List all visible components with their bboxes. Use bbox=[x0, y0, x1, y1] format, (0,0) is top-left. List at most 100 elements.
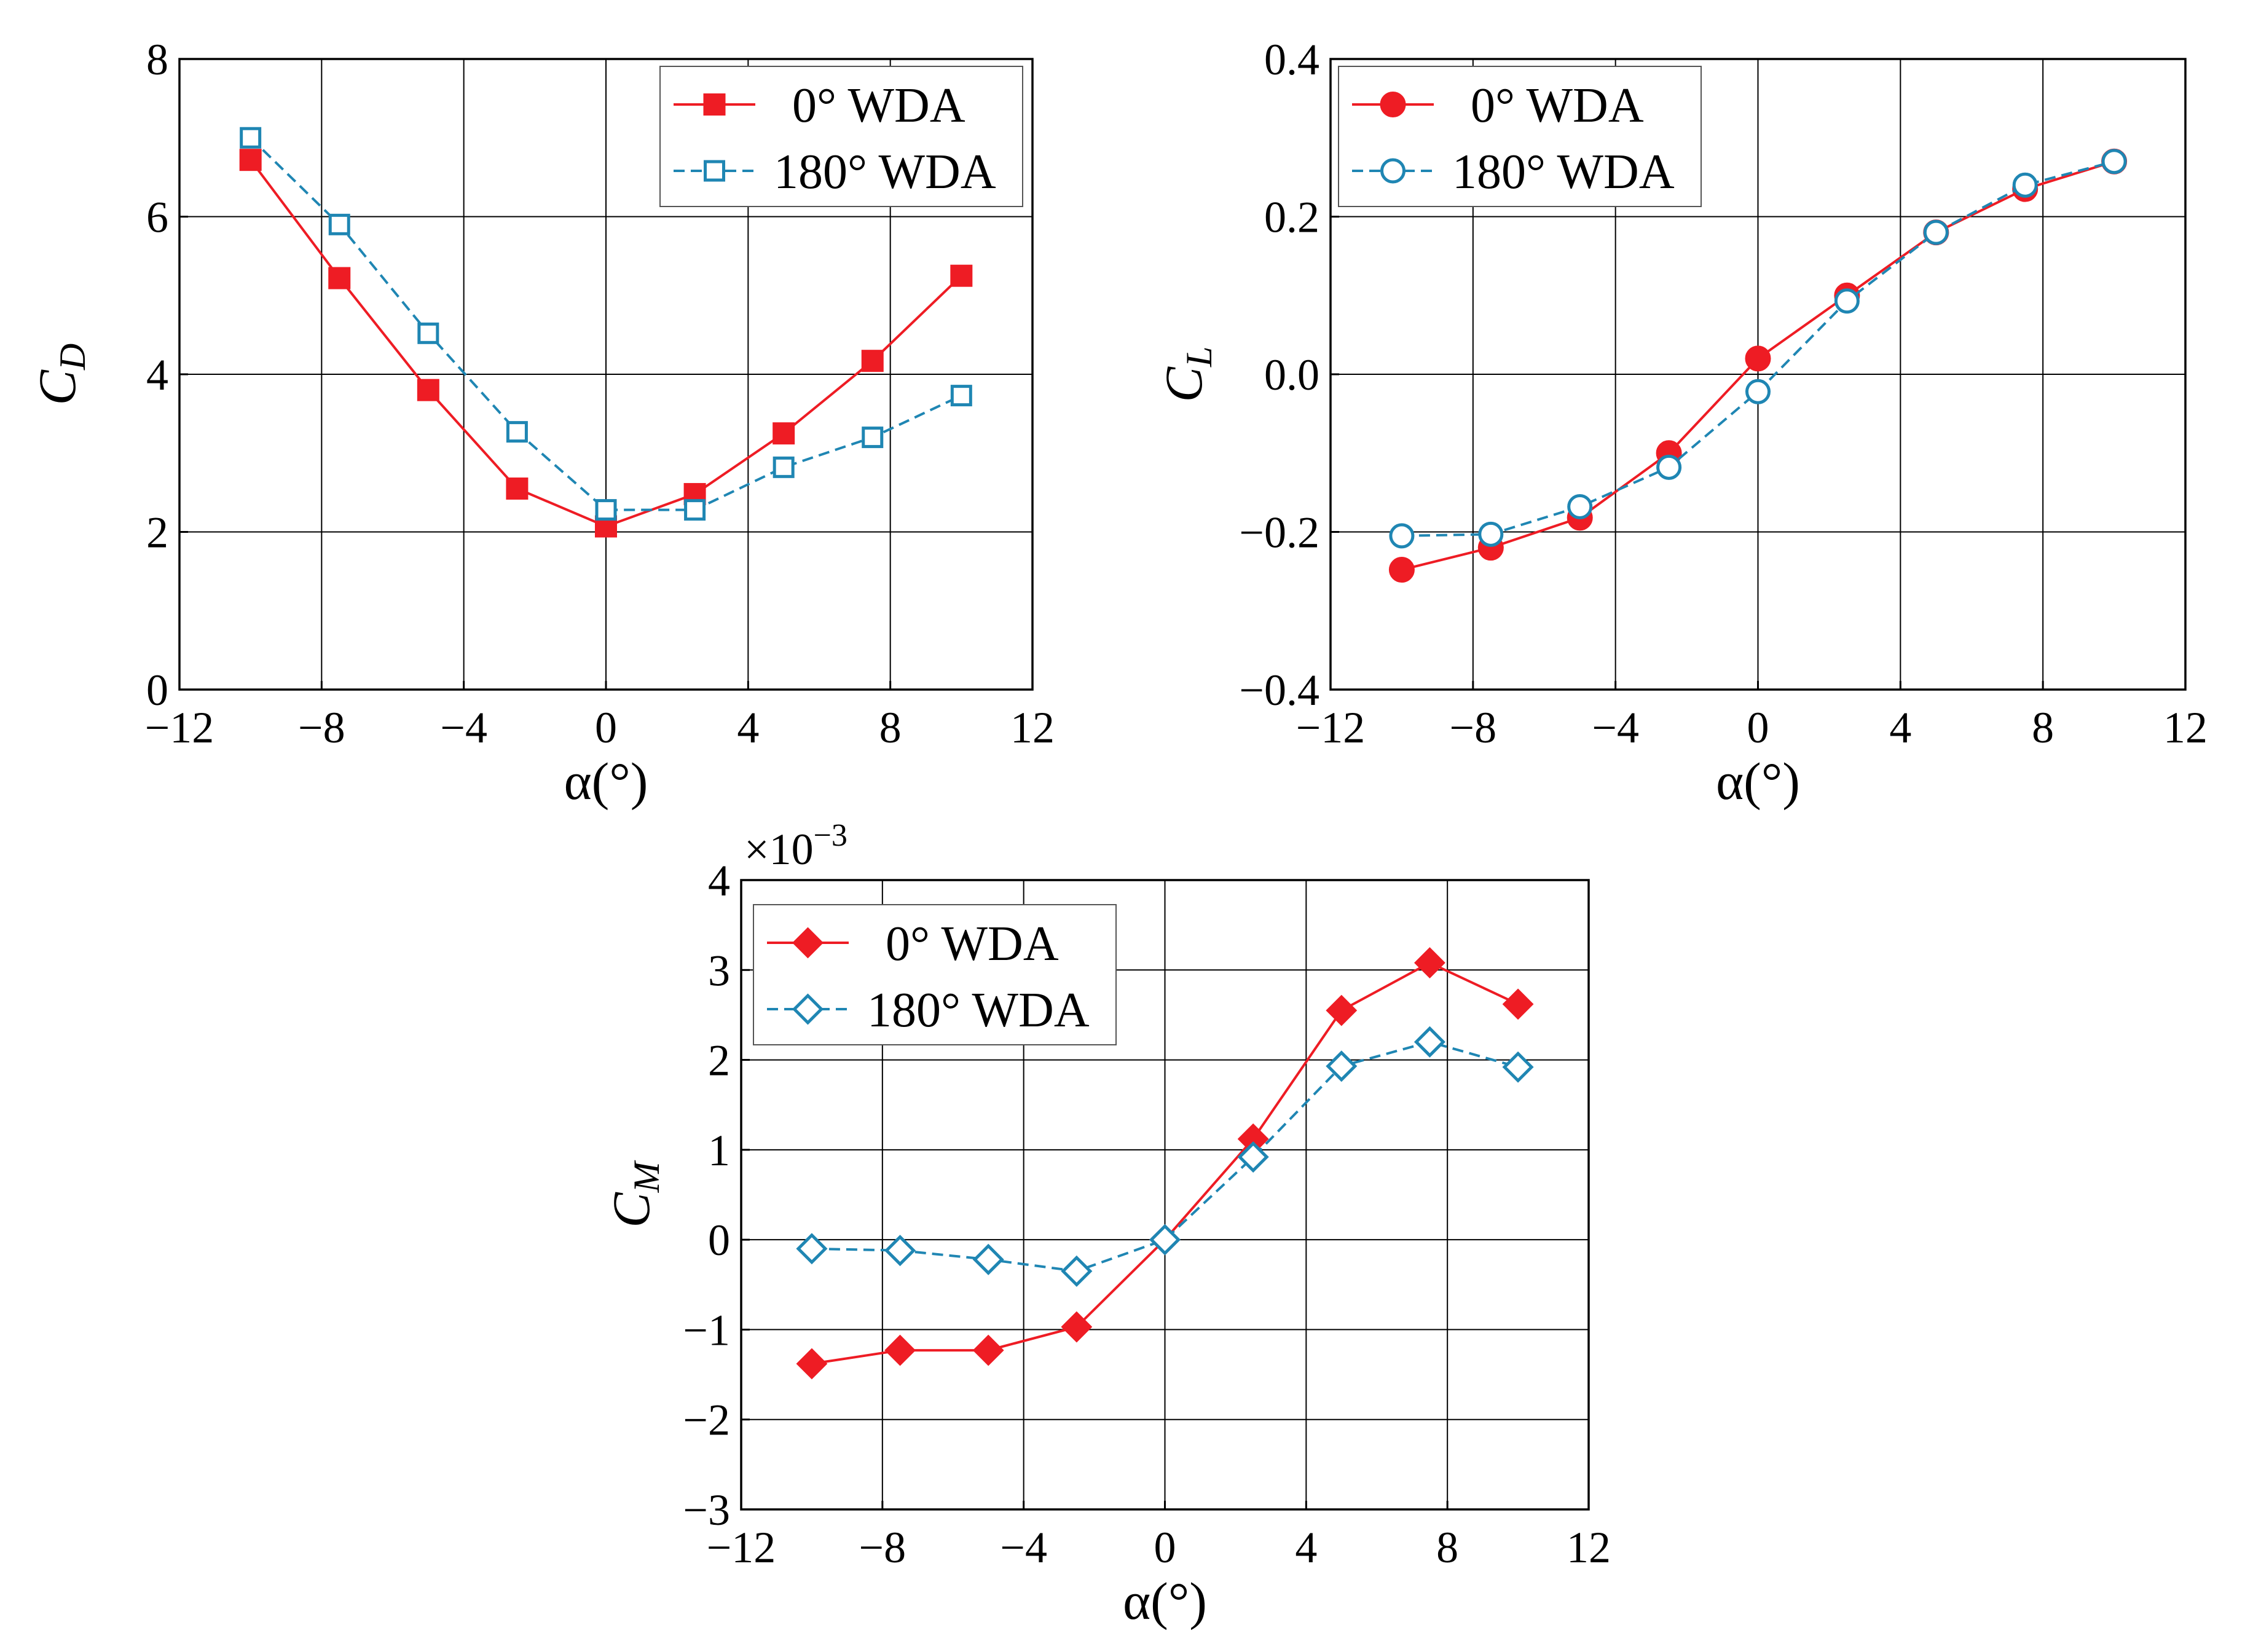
data-point bbox=[328, 267, 351, 289]
series-oneeighty-wda bbox=[1389, 149, 2127, 549]
y-tick-label: −2 bbox=[683, 1396, 730, 1445]
x-tick-label: 12 bbox=[1567, 1523, 1611, 1572]
series-oneeighty-wda bbox=[796, 1026, 1534, 1287]
x-tick-label: 0 bbox=[1154, 1523, 1176, 1572]
y-axis-label-main: C bbox=[1154, 366, 1213, 402]
data-point bbox=[684, 499, 706, 521]
data-point bbox=[972, 1334, 1004, 1366]
x-tick-label: −12 bbox=[145, 703, 214, 752]
x-tick-label: −12 bbox=[707, 1523, 776, 1572]
data-point bbox=[1414, 947, 1445, 978]
y-axis-label-main: C bbox=[28, 369, 87, 405]
data-point bbox=[417, 322, 439, 344]
y-tick-label: 4 bbox=[708, 856, 730, 905]
y-tick-label: 8 bbox=[146, 35, 168, 84]
data-point bbox=[1061, 1311, 1093, 1343]
series-oneeighty-wda bbox=[240, 127, 972, 521]
legend-label: 0° WDA bbox=[792, 79, 965, 133]
x-tick-label: −4 bbox=[1000, 1523, 1047, 1572]
legend-marker bbox=[704, 160, 725, 182]
legend-box bbox=[659, 66, 1023, 207]
x-tick-label: −8 bbox=[1450, 703, 1497, 752]
data-point bbox=[1745, 345, 1771, 372]
data-point bbox=[595, 499, 617, 521]
y-axis-label: CL bbox=[1154, 347, 1219, 403]
legend-label: 0° WDA bbox=[1471, 79, 1644, 133]
data-point bbox=[240, 127, 262, 149]
data-point bbox=[972, 1243, 1004, 1275]
data-point bbox=[861, 350, 884, 372]
chart-cd: −12 −8 −4 0 4 8 12 0 2 4 6 8 α(°) CD 0° WDA 180° WDA bbox=[28, 35, 1055, 811]
x-tick-label: 8 bbox=[2032, 703, 2054, 752]
x-tick-label: 8 bbox=[1436, 1523, 1458, 1572]
data-point bbox=[1834, 288, 1860, 314]
y-tick-label: −3 bbox=[683, 1485, 730, 1535]
y-axis-label-main: C bbox=[602, 1192, 661, 1228]
x-tick-label: 4 bbox=[1295, 1523, 1317, 1572]
y-axis-label-sub: M bbox=[626, 1160, 667, 1193]
legend-marker bbox=[1380, 158, 1406, 184]
scale-label: ×10−3 bbox=[744, 818, 847, 874]
y-axis-label: CD bbox=[28, 344, 93, 406]
chart-cl: −12 −8 −4 0 4 8 12 −0.4 −0.2 0.0 0.2 0.4 α(°) CL 0° WD… bbox=[1154, 35, 2208, 811]
legend-marker bbox=[1380, 92, 1406, 117]
x-tick-label: 12 bbox=[1010, 703, 1055, 752]
data-point bbox=[417, 379, 439, 401]
data-point bbox=[796, 1233, 828, 1265]
legend-label: 180° WDA bbox=[774, 145, 996, 199]
x-axis-label: α(°) bbox=[564, 752, 648, 811]
y-tick-label: 2 bbox=[708, 1036, 730, 1085]
legend-label: 0° WDA bbox=[886, 917, 1059, 971]
data-point bbox=[862, 427, 884, 449]
data-point bbox=[950, 385, 972, 407]
data-point bbox=[1237, 1141, 1269, 1173]
x-tick-label: −8 bbox=[859, 1523, 906, 1572]
data-point bbox=[1502, 988, 1534, 1020]
y-tick-label: 4 bbox=[146, 350, 168, 399]
data-point bbox=[506, 477, 529, 500]
legend-marker bbox=[792, 927, 824, 959]
data-point bbox=[2101, 149, 2127, 175]
x-tick-label: 8 bbox=[879, 703, 902, 752]
data-point bbox=[773, 422, 795, 445]
data-point bbox=[1745, 379, 1771, 404]
x-tick-label: −4 bbox=[1592, 703, 1639, 752]
x-tick-label: −4 bbox=[440, 703, 487, 752]
x-axis-label: α(°) bbox=[1123, 1571, 1207, 1630]
y-tick-label: 3 bbox=[708, 946, 730, 995]
data-point bbox=[1478, 521, 1504, 547]
data-point bbox=[1567, 494, 1593, 519]
data-point bbox=[1149, 1224, 1181, 1256]
y-axis-label: CM bbox=[602, 1160, 667, 1227]
data-point bbox=[1326, 1050, 1358, 1082]
x-tick-label: −8 bbox=[298, 703, 345, 752]
y-tick-label: 0.4 bbox=[1264, 35, 1319, 84]
legend: 0° WDA 180° WDA bbox=[659, 66, 1023, 207]
data-point bbox=[1923, 219, 1949, 245]
scale-label-base: ×10 bbox=[744, 825, 814, 874]
data-point bbox=[1326, 994, 1358, 1026]
data-point bbox=[796, 1348, 828, 1380]
data-point bbox=[328, 213, 350, 235]
data-point bbox=[1414, 1026, 1445, 1058]
data-point bbox=[950, 264, 973, 287]
series-zero-wda bbox=[796, 947, 1534, 1380]
x-tick-label: 0 bbox=[595, 703, 617, 752]
series-line bbox=[250, 136, 962, 511]
y-tick-label: 0.0 bbox=[1264, 350, 1319, 399]
data-point bbox=[1389, 523, 1415, 549]
data-point bbox=[1061, 1255, 1093, 1287]
y-tick-label: 1 bbox=[708, 1126, 730, 1175]
y-tick-label: 0 bbox=[146, 666, 168, 715]
data-point bbox=[884, 1235, 916, 1267]
x-tick-label: 0 bbox=[1747, 703, 1769, 752]
x-tick-label: 4 bbox=[1889, 703, 1911, 752]
y-axis-label-sub: L bbox=[1179, 347, 1219, 368]
y-tick-label: 6 bbox=[146, 193, 168, 242]
legend-box bbox=[753, 904, 1117, 1045]
x-axis-label: α(°) bbox=[1716, 752, 1800, 811]
data-point bbox=[2012, 172, 2038, 198]
